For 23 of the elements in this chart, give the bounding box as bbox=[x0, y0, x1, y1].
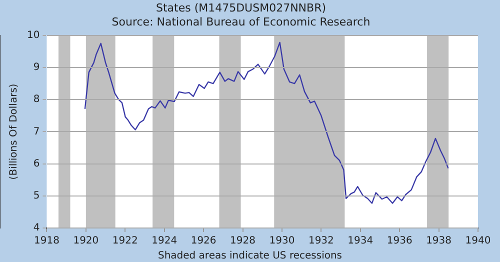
y-tick-label: 9 bbox=[33, 62, 40, 74]
y-tick-label: 10 bbox=[26, 30, 40, 41]
y-tick-label: 5 bbox=[33, 190, 40, 202]
x-tick-label: 1926 bbox=[190, 236, 216, 247]
x-tick-label: 1918 bbox=[34, 236, 60, 247]
x-tick-label: 1922 bbox=[112, 236, 138, 247]
y-tick-label: 7 bbox=[33, 126, 40, 138]
x-tick-label: 1930 bbox=[269, 236, 295, 247]
y-tick-label: 6 bbox=[33, 158, 40, 170]
x-tick-label: 1920 bbox=[73, 236, 99, 247]
x-tick-label: 1936 bbox=[386, 236, 412, 247]
chart-title: States (M1475DUSM027NNBR) bbox=[156, 1, 326, 14]
chart-subtitle: Source: National Bureau of Economic Research bbox=[112, 16, 370, 29]
text: Shaded areas indicate US recessions bbox=[158, 250, 342, 262]
x-tick-label: 1938 bbox=[426, 236, 452, 247]
x-tick-label: 1928 bbox=[230, 236, 256, 247]
x-tick-label: 1924 bbox=[152, 236, 178, 247]
x-tick-label: 1934 bbox=[348, 236, 374, 247]
y-tick-label: 8 bbox=[33, 94, 40, 106]
y-tick-label: 4 bbox=[33, 222, 40, 234]
y-axis-title: (Billions Of Dollars) bbox=[8, 84, 20, 180]
x-tick-label: 1940 bbox=[465, 236, 491, 247]
x-tick-label: 1932 bbox=[308, 236, 334, 247]
